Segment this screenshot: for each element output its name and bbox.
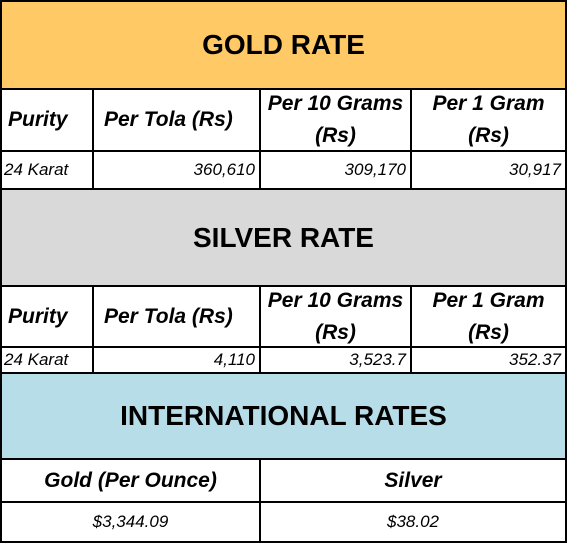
silver-per-1-gram-header: Per 1 Gram (Rs) bbox=[412, 287, 567, 348]
intl-silver-header: Silver bbox=[261, 460, 567, 503]
silver-purity-value: 24 Karat bbox=[2, 348, 94, 374]
international-data-row: $3,344.09 $38.02 bbox=[2, 503, 567, 543]
intl-silver-value: $38.02 bbox=[261, 503, 567, 543]
silver-data-row: 24 Karat 4,110 3,523.7 352.37 bbox=[2, 348, 567, 374]
silver-per-tola-header: Per Tola (Rs) bbox=[94, 287, 261, 348]
international-header-row: Gold (Per Ounce) Silver bbox=[2, 460, 567, 503]
silver-per-tola-value: 4,110 bbox=[94, 348, 261, 374]
gold-per-tola-value: 360,610 bbox=[94, 152, 261, 190]
silver-per-1-gram-value: 352.37 bbox=[412, 348, 567, 374]
gold-header-row: Purity Per Tola (Rs) Per 10 Grams (Rs) P… bbox=[2, 90, 567, 152]
international-rates-title: INTERNATIONAL RATES bbox=[2, 374, 567, 460]
intl-gold-header: Gold (Per Ounce) bbox=[2, 460, 261, 503]
silver-rate-title: SILVER RATE bbox=[2, 190, 567, 287]
silver-purity-header: Purity bbox=[2, 287, 94, 348]
silver-header-row: Purity Per Tola (Rs) Per 10 Grams (Rs) P… bbox=[2, 287, 567, 348]
gold-per-1-gram-header: Per 1 Gram (Rs) bbox=[412, 90, 567, 152]
gold-per-10-grams-header: Per 10 Grams (Rs) bbox=[261, 90, 412, 152]
gold-rate-title: GOLD RATE bbox=[2, 2, 567, 90]
silver-per-10-grams-value: 3,523.7 bbox=[261, 348, 412, 374]
gold-purity-header: Purity bbox=[2, 90, 94, 152]
gold-per-tola-header: Per Tola (Rs) bbox=[94, 90, 261, 152]
gold-purity-value: 24 Karat bbox=[2, 152, 94, 190]
gold-data-row: 24 Karat 360,610 309,170 30,917 bbox=[2, 152, 567, 190]
silver-per-10-grams-header: Per 10 Grams (Rs) bbox=[261, 287, 412, 348]
gold-per-10-grams-value: 309,170 bbox=[261, 152, 412, 190]
gold-per-1-gram-value: 30,917 bbox=[412, 152, 567, 190]
intl-gold-value: $3,344.09 bbox=[2, 503, 261, 543]
